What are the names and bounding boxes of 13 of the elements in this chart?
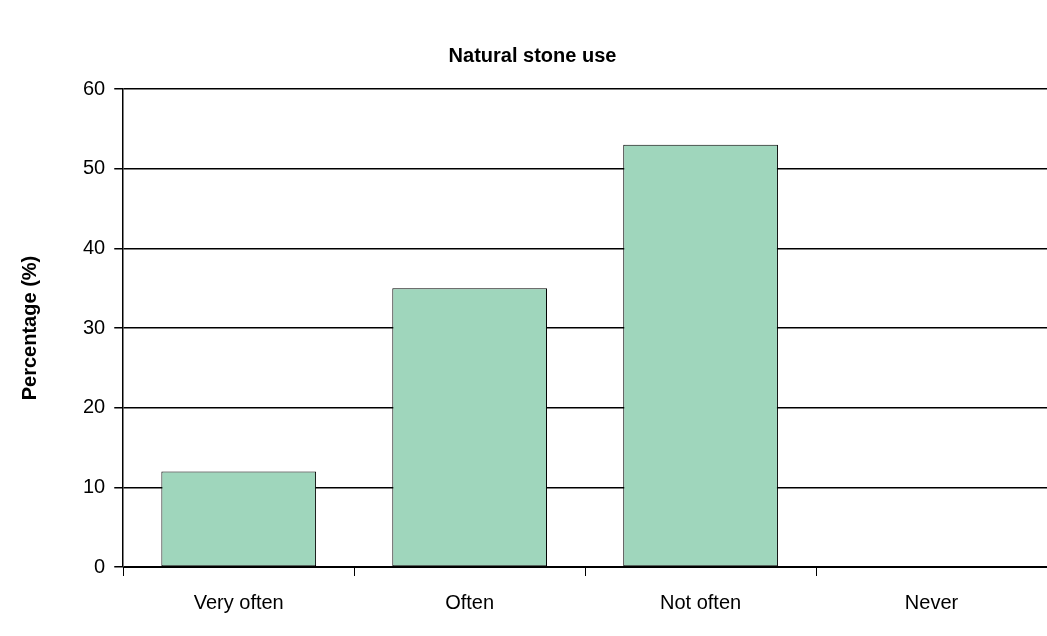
y-tick-label: 0: [94, 554, 106, 577]
chart-title: Natural stone use: [448, 43, 617, 66]
y-tick-label: 30: [83, 315, 106, 338]
y-tick-label: 40: [83, 235, 106, 258]
x-tick-label: Not often: [660, 590, 742, 613]
y-tick-label: 10: [83, 474, 106, 497]
y-tick-label: 60: [83, 76, 106, 99]
y-tick-label: 50: [83, 156, 106, 179]
x-tick-label: Often: [445, 590, 495, 613]
x-tick-label: Very often: [193, 590, 284, 613]
x-tick-label: Never: [904, 590, 959, 613]
y-tick-label: 20: [83, 395, 106, 418]
y-axis-title: Percentage (%): [17, 255, 40, 401]
